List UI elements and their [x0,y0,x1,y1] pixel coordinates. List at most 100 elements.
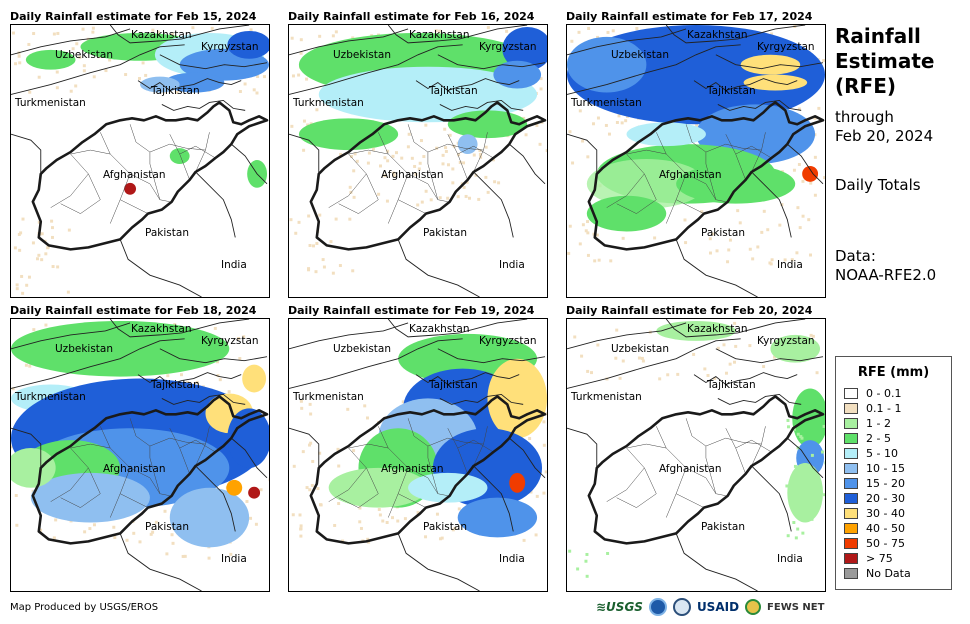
country-label-tajikistan: Tajikistan [707,379,756,391]
legend-title: RFE (mm) [857,365,930,380]
panel-3-title: Daily Rainfall estimate for Feb 17, 2024 [566,10,813,23]
map-panel-5: Kazakhstan Kyrgyzstan Uzbekistan Tajikistan… [288,318,548,592]
country-label-pakistan: Pakistan [145,227,189,239]
legend-item: No Data [836,566,951,581]
data-source: NOAA-RFE2.0 [835,266,937,284]
country-label-turkmenistan: Turkmenistan [571,391,642,403]
country-label-kazakhstan: Kazakhstan [687,29,748,41]
country-label-turkmenistan: Turkmenistan [293,391,364,403]
legend-label: 1 - 2 [866,417,891,430]
legend-item: 5 - 10 [836,446,951,461]
country-label-tajikistan: Tajikistan [429,85,478,97]
legend-swatch [844,493,858,504]
panel-5-title: Daily Rainfall estimate for Feb 19, 2024 [288,304,535,317]
legend-swatch [844,448,858,459]
country-label-kyrgyzstan: Kyrgyzstan [479,335,537,347]
country-label-afghanistan: Afghanistan [381,463,444,475]
legend-item: 0.1 - 1 [836,401,951,416]
country-label-pakistan: Pakistan [145,521,189,533]
noaa-logo-icon [648,598,667,616]
country-label-tajikistan: Tajikistan [707,85,756,97]
country-label-afghanistan: Afghanistan [381,169,444,181]
panel-1-title: Daily Rainfall estimate for Feb 15, 2024 [10,10,257,23]
rfe-legend: RFE (mm) 0 - 0.1 0.1 - 1 1 - 2 2 - 5 5 - 10 1… [835,356,952,590]
country-label-uzbekistan: Uzbekistan [55,343,113,355]
rainfall-map-6 [567,319,825,591]
legend-swatch [844,418,858,429]
legend-swatch [844,478,858,489]
legend-label: 15 - 20 [866,477,905,490]
country-label-uzbekistan: Uzbekistan [611,49,669,61]
main-title: Rainfall Estimate (RFE) [835,24,934,99]
legend-item: 20 - 30 [836,491,951,506]
legend-swatch [844,568,858,579]
country-label-uzbekistan: Uzbekistan [55,49,113,61]
country-label-india: India [499,259,525,271]
legend-label: 50 - 75 [866,537,905,550]
country-label-turkmenistan: Turkmenistan [15,391,86,403]
country-label-kazakhstan: Kazakhstan [687,323,748,335]
country-label-india: India [777,259,803,271]
title-line-3: (RFE) [835,74,897,98]
legend-label: 2 - 5 [866,432,891,445]
legend-item: 1 - 2 [836,416,951,431]
rainfall-map-2 [289,25,547,297]
map-panel-3: Kazakhstan Kyrgyzstan Uzbekistan Tajikistan… [566,24,826,298]
rainfall-map-5 [289,319,547,591]
through-date: Feb 20, 2024 [835,127,934,145]
panel-2-title: Daily Rainfall estimate for Feb 16, 2024 [288,10,535,23]
map-panel-1: Kazakhstan Kyrgyzstan Uzbekistan Tajikistan… [10,24,270,298]
map-panel-6: Kazakhstan Kyrgyzstan Uzbekistan Tajikistan… [566,318,826,592]
legend-item: 10 - 15 [836,461,951,476]
legend-label: 0.1 - 1 [866,402,902,415]
country-label-tajikistan: Tajikistan [151,85,200,97]
map-credit: Map Produced by USGS/EROS [10,602,159,613]
title-line-1: Rainfall [835,24,921,48]
legend-label: 30 - 40 [866,507,905,520]
usgs-logo: ≋USGS [596,600,643,614]
panel-4-title: Daily Rainfall estimate for Feb 18, 2024 [10,304,257,317]
legend-swatch [844,508,858,519]
legend-item: > 75 [836,551,951,566]
country-label-kyrgyzstan: Kyrgyzstan [479,41,537,53]
country-label-kazakhstan: Kazakhstan [131,29,192,41]
country-label-kyrgyzstan: Kyrgyzstan [757,335,815,347]
legend-label: 40 - 50 [866,522,905,535]
country-label-uzbekistan: Uzbekistan [333,49,391,61]
legend-item: 2 - 5 [836,431,951,446]
country-label-afghanistan: Afghanistan [103,169,166,181]
data-label: Data: [835,247,876,265]
legend-item: 40 - 50 [836,521,951,536]
fews-globe-icon [745,599,762,615]
legend-swatch [844,538,858,549]
country-label-kyrgyzstan: Kyrgyzstan [201,335,259,347]
legend-label: 10 - 15 [866,462,905,475]
country-label-india: India [221,553,247,565]
country-label-kazakhstan: Kazakhstan [409,29,470,41]
country-label-pakistan: Pakistan [701,227,745,239]
country-label-afghanistan: Afghanistan [659,463,722,475]
country-label-kyrgyzstan: Kyrgyzstan [757,41,815,53]
country-label-uzbekistan: Uzbekistan [611,343,669,355]
agency-logos: ≋USGS USAID FEWS NET [596,598,824,616]
country-label-turkmenistan: Turkmenistan [15,97,86,109]
legend-rows: 0 - 0.1 0.1 - 1 1 - 2 2 - 5 5 - 10 10 - 15 15 … [836,386,951,581]
rainfall-map-4 [11,319,269,591]
title-line-2: Estimate [835,49,935,73]
fews-net-logo: FEWS NET [767,601,825,613]
legend-item: 0 - 0.1 [836,386,951,401]
legend-swatch [844,553,858,564]
rainfall-map-3 [567,25,825,297]
country-label-turkmenistan: Turkmenistan [293,97,364,109]
legend-label: No Data [866,567,911,580]
country-label-tajikistan: Tajikistan [151,379,200,391]
country-label-kyrgyzstan: Kyrgyzstan [201,41,259,53]
legend-swatch [844,463,858,474]
country-label-kazakhstan: Kazakhstan [409,323,470,335]
commerce-seal-icon [672,598,691,616]
country-label-pakistan: Pakistan [701,521,745,533]
legend-label: 0 - 0.1 [866,387,902,400]
country-label-india: India [777,553,803,565]
legend-label: 20 - 30 [866,492,905,505]
map-panel-2: Kazakhstan Kyrgyzstan Uzbekistan Tajikistan… [288,24,548,298]
